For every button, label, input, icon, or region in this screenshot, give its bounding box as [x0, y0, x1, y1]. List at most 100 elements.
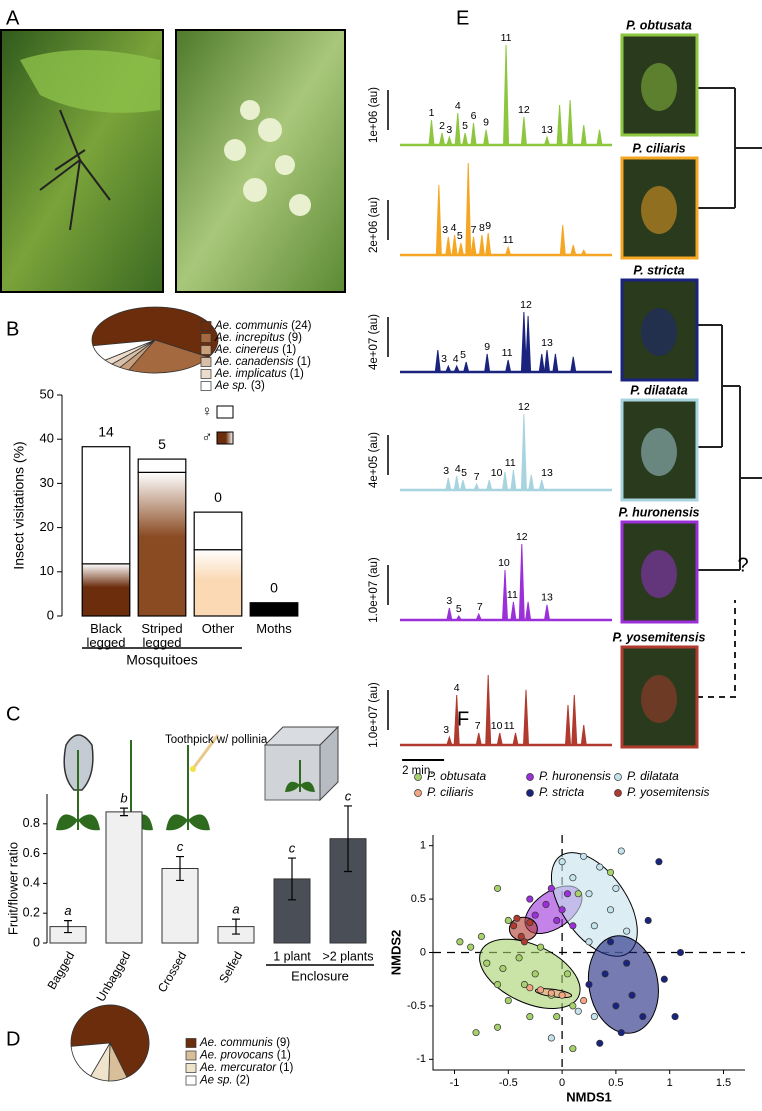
panel-label: B [6, 318, 19, 340]
legend-entry: Ae. cinereus (1) [214, 344, 296, 356]
error-line [64, 920, 72, 934]
legend-entry: Ae sp. (3) [214, 380, 265, 392]
peak [465, 162, 472, 256]
point [558, 858, 566, 866]
peak-label: 3 [446, 595, 452, 607]
x-tick-label-box: Black legged [86, 622, 126, 650]
point [569, 1045, 577, 1053]
peak [501, 569, 509, 621]
legend-entry: Ae sp. (2) [199, 1075, 250, 1087]
point [563, 970, 572, 978]
point [601, 970, 609, 978]
error-bar [120, 807, 128, 817]
photo-flower [641, 428, 677, 476]
point [537, 986, 545, 994]
legend-label: P. yosemitensis [627, 785, 709, 799]
peak-label: 9 [483, 117, 489, 129]
legend-entry: Ae. mercurator (1) [199, 1062, 293, 1074]
x-axis-title: NMDS1 [566, 1089, 612, 1104]
point [676, 948, 684, 957]
peak-label: 4 [451, 222, 457, 234]
peak [518, 543, 525, 621]
peak-label: 12 [520, 299, 532, 311]
point [510, 922, 518, 930]
point [517, 932, 525, 941]
peak [446, 735, 453, 746]
point [483, 959, 491, 967]
bar-segment [193, 511, 243, 551]
peak-label: 4 [454, 682, 460, 694]
species-photo [620, 398, 699, 502]
x-tick-label: 1 [667, 1077, 673, 1089]
legend-value: (3) [251, 380, 265, 392]
peak [446, 135, 453, 146]
peak [556, 104, 563, 146]
mosquito [39, 109, 111, 231]
point [547, 1034, 555, 1042]
peak [552, 353, 559, 373]
legend-swatch [200, 345, 212, 355]
peak-label: 13 [541, 124, 553, 136]
point [580, 852, 588, 860]
legend-label: P. ciliaris [427, 785, 473, 799]
x-tick-label: Black legged [86, 622, 126, 650]
peak-label: 10 [491, 467, 503, 479]
bar-count: 0 [214, 489, 222, 505]
peak [473, 482, 480, 491]
bar-segment [81, 563, 131, 617]
peak-label: 10 [491, 720, 503, 732]
peak-label: 3 [443, 465, 449, 477]
legend-symbol: ♀ [201, 403, 212, 420]
legend-label: P. dilatata [627, 769, 679, 783]
legend-label: Ae. implicatus [214, 368, 287, 380]
legend-swatch [185, 1038, 197, 1048]
peak [538, 479, 545, 491]
peak [570, 356, 577, 373]
point [547, 884, 555, 892]
peak-label: 3 [441, 353, 447, 365]
peak [485, 674, 492, 746]
peak [434, 349, 441, 373]
peak-label: 7 [477, 601, 483, 613]
species-name: P. huronensis [618, 505, 699, 519]
leaf [20, 50, 160, 113]
error-line [232, 918, 240, 935]
point [553, 916, 561, 925]
error-bar [344, 805, 352, 873]
legend-entry: Ae. provocans (1) [199, 1050, 291, 1062]
photos-a [0, 29, 346, 293]
point [655, 858, 663, 866]
peak-label: 11 [503, 234, 514, 246]
point [617, 847, 625, 855]
bar-segment [81, 446, 131, 565]
peak-label: 3 [446, 124, 452, 136]
peak [475, 732, 482, 746]
peak [580, 124, 587, 146]
x-tick-label: Other [201, 622, 235, 636]
point [494, 884, 502, 892]
peak [485, 232, 492, 256]
peak [520, 311, 527, 373]
legend-label: P. stricta [539, 785, 584, 799]
species-name: P. ciliaris [632, 141, 685, 155]
photo-flower [641, 63, 677, 111]
peak [501, 471, 509, 491]
legend-label: Ae. communis [214, 320, 288, 332]
species-name: P. dilatata [630, 383, 687, 397]
peak [445, 477, 452, 491]
point [494, 980, 502, 989]
point [504, 916, 512, 925]
pie-slice [91, 306, 219, 358]
panel-label: C [6, 703, 20, 725]
y-axis-title: NMDS2 [388, 930, 403, 976]
peak-label: 12 [518, 401, 530, 413]
photo-flower [641, 675, 677, 723]
point [531, 970, 539, 978]
x-tick-label-box: Striped legged [141, 622, 182, 649]
panel-label: D [6, 1028, 20, 1050]
peak-label: 11 [507, 589, 518, 601]
peak [522, 689, 530, 746]
significance-letter: c [289, 841, 296, 856]
point [526, 895, 534, 903]
point [671, 1013, 679, 1021]
